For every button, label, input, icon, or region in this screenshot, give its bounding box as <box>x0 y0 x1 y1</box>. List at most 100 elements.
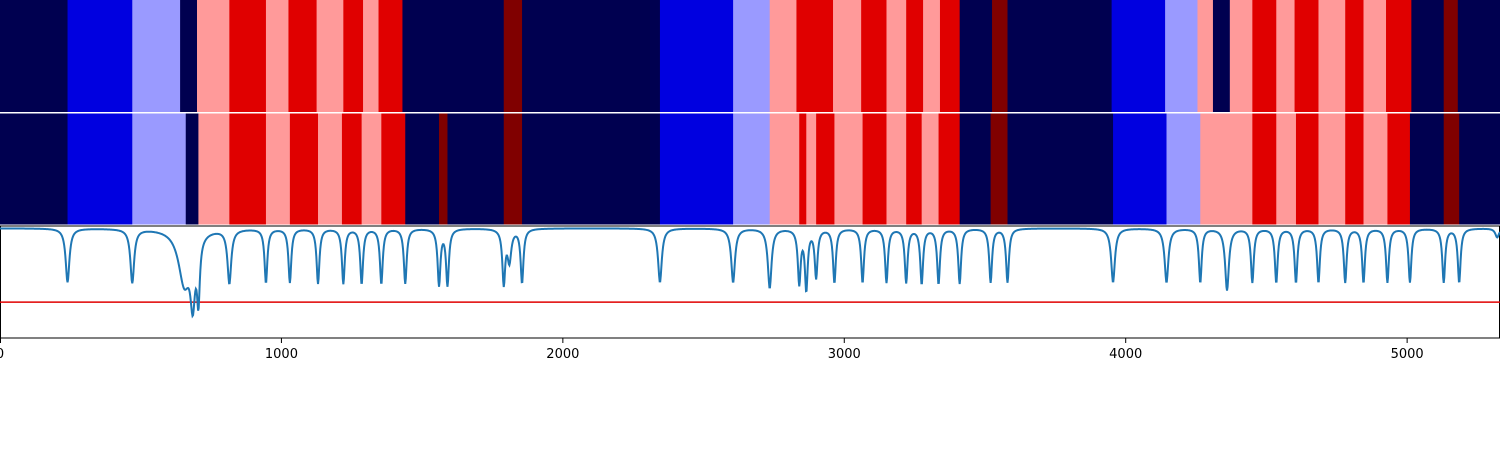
heatmap-cell <box>1294 0 1320 112</box>
heatmap-cell <box>405 113 440 225</box>
heatmap-cell <box>886 113 907 225</box>
heatmap-cell <box>659 0 734 112</box>
x-tick-label: 4000 <box>1109 347 1142 362</box>
heatmap-cell <box>769 0 798 112</box>
heatmap-cell <box>503 113 523 225</box>
heatmap-cell <box>229 0 267 112</box>
heatmap-cell <box>959 0 993 112</box>
heatmap-cell <box>341 113 363 225</box>
heatmap-cell <box>1345 113 1365 225</box>
heatmap-cell <box>861 0 888 112</box>
heatmap-cell <box>1318 113 1346 225</box>
heatmap-cell <box>1165 0 1199 112</box>
heatmap-cell <box>197 0 230 112</box>
heatmap-cell <box>265 0 290 112</box>
heatmap-cell <box>289 113 319 225</box>
heatmap-cell <box>1166 113 1201 225</box>
heatmap-cell <box>1007 0 1113 112</box>
heatmap-cell <box>834 113 864 225</box>
x-tick-label: 2000 <box>546 347 579 362</box>
heatmap-panel-2 <box>0 113 1500 225</box>
heatmap-cell <box>1007 113 1114 225</box>
heatmap-cell <box>132 0 181 112</box>
heatmap-cell <box>769 113 800 225</box>
heatmap-cell <box>1363 0 1387 112</box>
heatmap-cell <box>1212 0 1231 112</box>
heatmap-cell <box>1295 113 1320 225</box>
heatmap-cell <box>1318 0 1346 112</box>
heatmap-cell <box>343 0 364 112</box>
heatmap-cell <box>990 113 1009 225</box>
x-tick-label: 0 <box>0 347 4 362</box>
heatmap-cell <box>1411 0 1445 112</box>
heatmap-cell <box>381 113 406 225</box>
heatmap-cell <box>1345 0 1365 112</box>
heatmap-cell <box>1111 0 1166 112</box>
heatmap-cell <box>503 0 523 112</box>
heatmap-cell <box>799 113 807 225</box>
heatmap-cell <box>1443 0 1459 112</box>
heatmap-cell <box>733 0 771 112</box>
heatmap-cell <box>1197 0 1214 112</box>
heatmap-cell <box>1113 113 1168 225</box>
heatmap-cell <box>522 113 661 225</box>
panel-separator-1 <box>0 112 1500 114</box>
heatmap-cell <box>229 113 267 225</box>
heatmap-cell <box>816 113 836 225</box>
heatmap-cell <box>316 0 344 112</box>
heatmap-cell <box>67 0 133 112</box>
heatmap-cell <box>1252 0 1277 112</box>
x-tick-label: 3000 <box>828 347 861 362</box>
heatmap-cell <box>363 0 380 112</box>
heatmap-cell <box>447 113 505 225</box>
heatmap-cell <box>1200 113 1253 225</box>
heatmap-cell <box>288 0 318 112</box>
heatmap-cell <box>1409 113 1445 225</box>
line-panel <box>0 225 1500 339</box>
heatmap-cell <box>1229 0 1253 112</box>
heatmap-cell <box>361 113 382 225</box>
heatmap-cell <box>265 113 291 225</box>
heatmap-cell <box>1443 113 1460 225</box>
heatmap-cell <box>318 113 343 225</box>
heatmap-cell <box>1386 0 1412 112</box>
heatmap-cell <box>439 113 449 225</box>
heatmap-cell <box>833 0 862 112</box>
heatmap-cell <box>906 0 924 112</box>
heatmap-cell <box>806 113 817 225</box>
x-tick-label: 1000 <box>265 347 298 362</box>
heatmap-cell <box>923 0 941 112</box>
heatmap-cell <box>992 0 1009 112</box>
heatmap-cell <box>402 0 505 112</box>
heatmap-cell <box>67 113 133 225</box>
series-line <box>0 227 1500 319</box>
heatmap-cell <box>886 0 907 112</box>
heatmap-cell <box>1276 0 1296 112</box>
heatmap-cell <box>1276 113 1297 225</box>
x-tick-label: 5000 <box>1391 347 1424 362</box>
heatmap-cell <box>906 113 923 225</box>
heatmap-cell <box>862 113 888 225</box>
heatmap-cell <box>1459 113 1500 225</box>
heatmap-cell <box>378 0 404 112</box>
heatmap-cell <box>959 113 992 225</box>
heatmap-cell <box>522 0 661 112</box>
heatmap-cell <box>938 113 961 225</box>
heatmap-cell <box>1387 113 1411 225</box>
heatmap-cell <box>1363 113 1389 225</box>
heatmap-cell <box>132 113 187 225</box>
heatmap-cell <box>939 0 961 112</box>
panel-separator-2 <box>0 224 1500 226</box>
heatmap-cell <box>198 113 230 225</box>
heatmap-cell <box>733 113 771 225</box>
heatmap-cell <box>1457 0 1500 112</box>
heatmap-cell <box>921 113 940 225</box>
heatmap-cell <box>185 113 199 225</box>
x-axis: 0 1000 2000 3000 4000 5000 <box>0 338 1424 362</box>
heatmap-cell <box>0 113 69 225</box>
heatmap-cell <box>0 0 69 112</box>
heatmap-panel-1 <box>0 0 1500 112</box>
heatmap-cell <box>1252 113 1277 225</box>
heatmap-cell <box>180 0 198 112</box>
